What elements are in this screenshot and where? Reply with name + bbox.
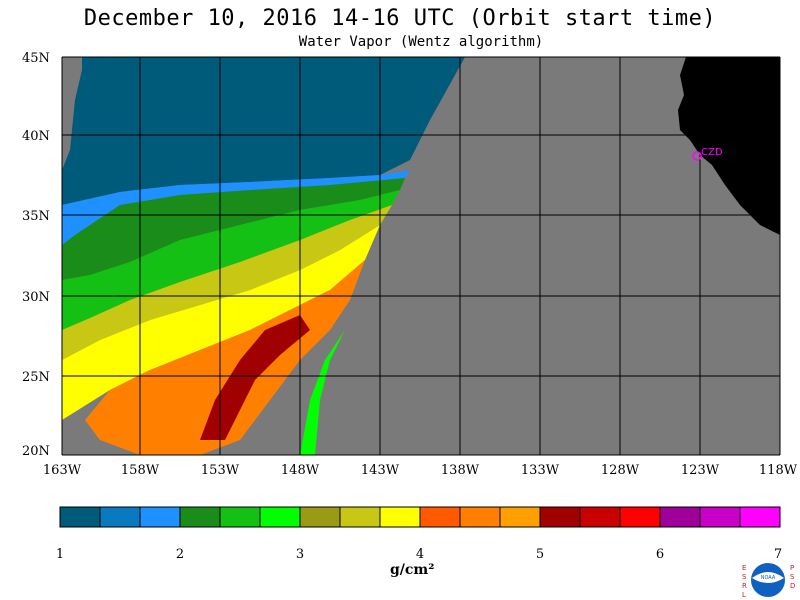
map-area: [62, 57, 780, 455]
lat-label: 25N: [22, 370, 50, 385]
colorbar-tick: 6: [656, 547, 664, 562]
lat-label: 35N: [22, 209, 50, 224]
vapor-band-lightgreen: [62, 190, 400, 330]
lon-label: 138W: [441, 463, 480, 478]
colorbar-tick: 3: [296, 547, 304, 562]
colorbar-tick: 2: [176, 547, 184, 562]
colorbar-tick: 1: [56, 547, 64, 562]
colorbar-swatch: [299, 506, 341, 528]
colorbar-swatch: [619, 506, 661, 528]
colorbar-swatch: [579, 506, 621, 528]
colorbar-unit: g/cm²: [390, 562, 435, 578]
map-subtitle: Water Vapor (Wentz algorithm): [298, 34, 544, 50]
colorbar-swatch: [179, 506, 221, 528]
svg-text:P: P: [790, 564, 794, 572]
map-title: December 10, 2016 14-16 UTC (Orbit start…: [83, 6, 717, 31]
colorbar-swatch: [739, 506, 781, 528]
colorbar-tick: 7: [774, 547, 782, 562]
colorbar-swatch: [699, 506, 741, 528]
vapor-band-darkblue: [62, 57, 465, 205]
logo-left-text: E: [742, 564, 746, 572]
vapor-band-lime: [300, 330, 345, 455]
colorbar-swatch: [419, 506, 461, 528]
colorbar-swatch: [259, 506, 301, 528]
svg-text:D: D: [790, 582, 795, 590]
grid-lines: [61, 56, 781, 456]
station-label: CZD: [701, 147, 723, 158]
svg-text:S: S: [742, 573, 747, 581]
lat-label: 20N: [22, 444, 50, 459]
colorbar-tick-labels: 1 2 3 4 5 6 7: [56, 547, 782, 562]
lon-label: 133W: [521, 463, 560, 478]
colorbar-tick: 5: [536, 547, 544, 562]
colorbar-tick: 4: [416, 547, 424, 562]
lon-label: 148W: [281, 463, 320, 478]
lon-label: 143W: [361, 463, 400, 478]
colorbar-swatch: [139, 506, 181, 528]
lat-label: 45N: [22, 51, 50, 66]
colorbar-swatch: [59, 506, 101, 528]
lon-axis-labels: 163W 158W 153W 148W 143W 138W 133W 128W …: [43, 463, 798, 478]
vapor-band-olive: [62, 205, 392, 360]
lon-label: 118W: [759, 463, 798, 478]
colorbar-swatch: [379, 506, 421, 528]
colorbar-swatch: [99, 506, 141, 528]
colorbar-swatch: [539, 506, 581, 528]
lat-label: 40N: [22, 129, 50, 144]
station-marker-icon: [692, 151, 702, 161]
lon-label: 123W: [681, 463, 720, 478]
lat-axis-labels: 45N 40N 35N 30N 25N 20N: [22, 51, 50, 459]
colorbar-swatch: [459, 506, 501, 528]
vapor-band-orange: [85, 260, 365, 455]
colorbar: [59, 506, 781, 528]
lon-label: 153W: [201, 463, 240, 478]
land-north-america: [678, 57, 780, 235]
vapor-band-blue: [62, 170, 410, 245]
colorbar-swatch: [499, 506, 541, 528]
colorbar-swatch: [219, 506, 261, 528]
noaa-logo: E S R L NOAA P S D: [742, 563, 795, 599]
lat-label: 30N: [22, 290, 50, 305]
vapor-band-red: [200, 315, 310, 440]
svg-text:R: R: [742, 582, 747, 590]
colorbar-swatch: [659, 506, 701, 528]
colorbar-swatch: [339, 506, 381, 528]
svg-text:NOAA: NOAA: [761, 575, 776, 581]
vapor-band-green: [62, 178, 405, 280]
svg-text:S: S: [790, 573, 795, 581]
svg-text:L: L: [742, 591, 746, 599]
lon-label: 163W: [43, 463, 82, 478]
lon-label: 158W: [121, 463, 160, 478]
lon-label: 128W: [601, 463, 640, 478]
